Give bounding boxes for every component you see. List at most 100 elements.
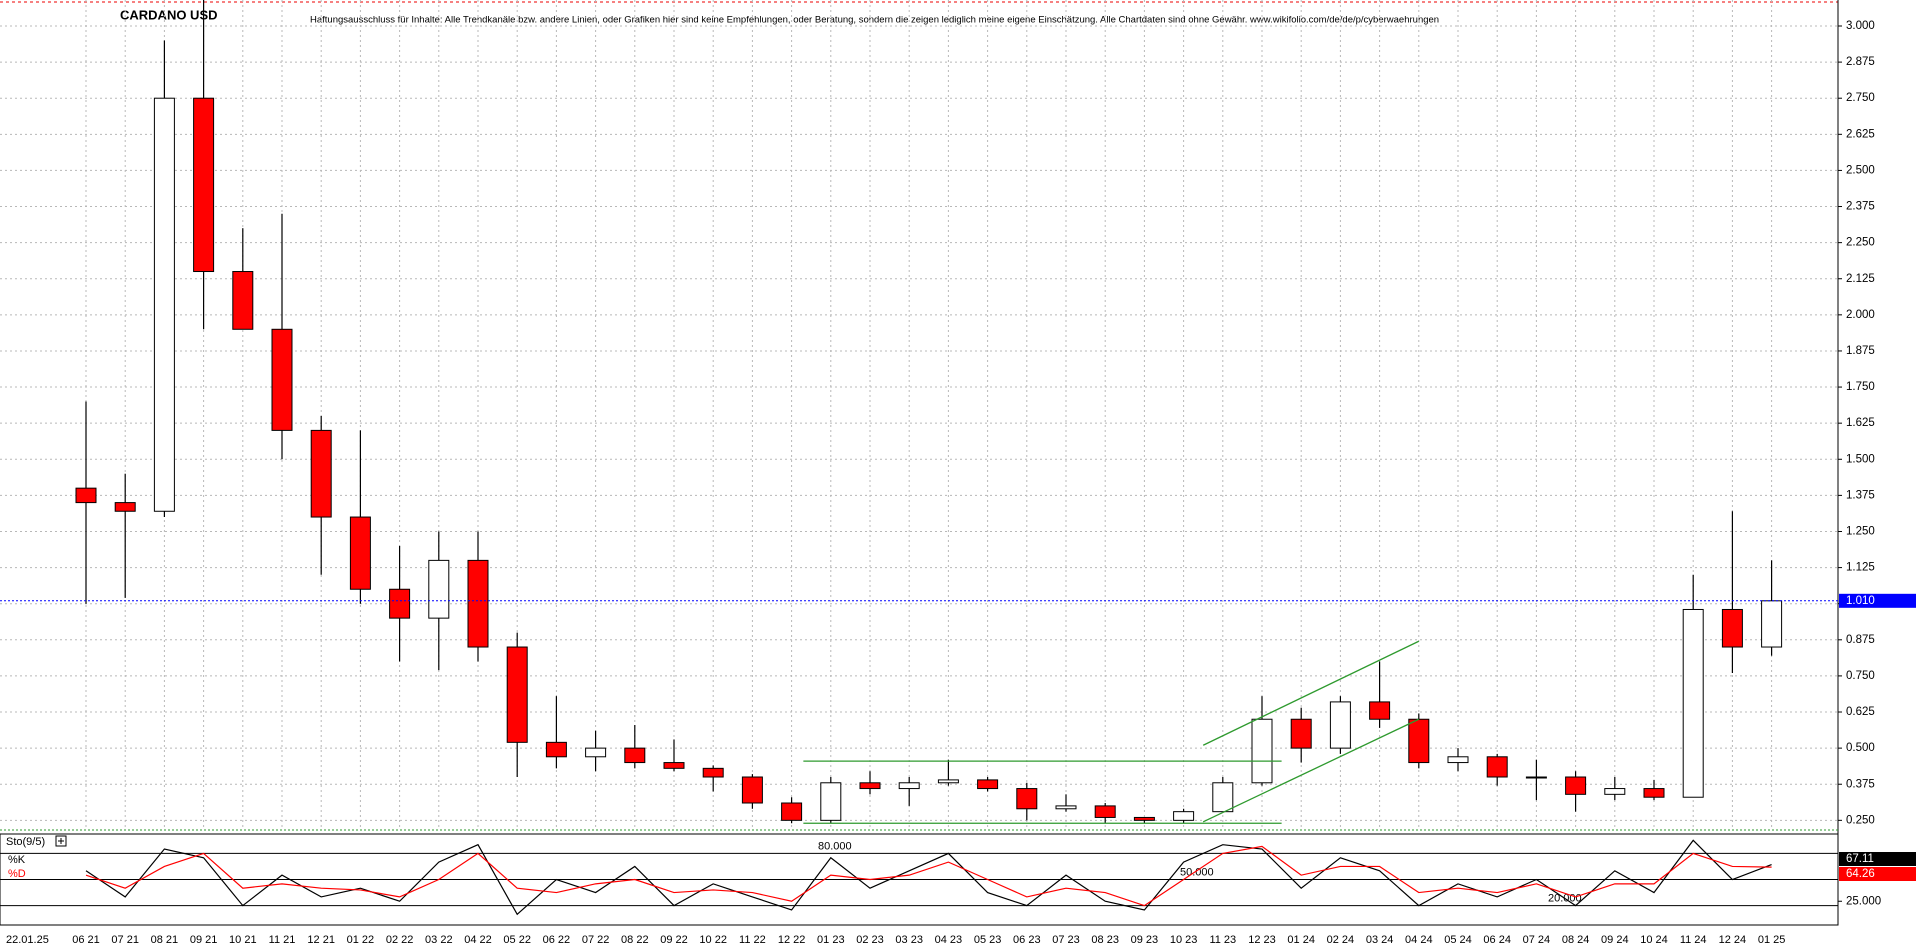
- x-tick-label: 01 24: [1287, 934, 1315, 946]
- candle-body: [1525, 776, 1547, 779]
- indicator-name: Sto(9/5): [6, 836, 45, 848]
- value-label: 64.26: [1846, 868, 1875, 880]
- y-tick-label: 2.375: [1846, 201, 1875, 213]
- candle-body: [1408, 718, 1430, 764]
- last-price-label: 1.010: [1846, 595, 1875, 607]
- candle-body: [193, 97, 215, 273]
- x-tick-label: 08 22: [621, 934, 649, 946]
- trendline: [1202, 640, 1420, 746]
- x-tick-label: 02 22: [386, 934, 414, 946]
- y-tick-label: 1.750: [1846, 381, 1875, 393]
- y-tick-label: 2.125: [1846, 273, 1875, 285]
- candle-body: [153, 97, 175, 512]
- x-tick-label: 11 23: [1209, 934, 1236, 946]
- x-tick-label: 06 22: [543, 934, 571, 946]
- x-tick-label: 07 23: [1052, 934, 1080, 946]
- candle-body: [1369, 701, 1391, 720]
- candle-body: [585, 747, 607, 758]
- candle-body: [1721, 608, 1743, 648]
- candle-body: [232, 271, 254, 330]
- y-tick-label: 0.375: [1846, 778, 1875, 790]
- y-tick-label: 3.000: [1846, 20, 1875, 32]
- x-tick-label: 05 24: [1444, 934, 1472, 946]
- x-tick-label: 03 23: [895, 934, 923, 946]
- x-tick-label: 10 24: [1640, 934, 1668, 946]
- x-tick-label: 01 23: [817, 934, 845, 946]
- x-tick-label: 08 24: [1562, 934, 1590, 946]
- candle-body: [506, 646, 528, 743]
- y-tick-label: 2.750: [1846, 92, 1875, 104]
- y-tick-label: 2.875: [1846, 56, 1875, 68]
- y-tick-label: 2.625: [1846, 128, 1875, 140]
- x-tick-label: 10 23: [1170, 934, 1198, 946]
- candle-body: [349, 516, 371, 590]
- y-tick-label: 1.625: [1846, 417, 1875, 429]
- y-tick-label: 2.250: [1846, 237, 1875, 249]
- candle-body: [898, 782, 920, 790]
- y-tick-label: 1.125: [1846, 562, 1875, 574]
- candle-body: [741, 776, 763, 804]
- x-tick-label: 07 24: [1523, 934, 1551, 946]
- candle-body: [1133, 816, 1155, 821]
- level-label: 80.000: [818, 840, 852, 852]
- candle-body: [1016, 788, 1038, 810]
- x-tick-label: 07 22: [582, 934, 610, 946]
- candle-body: [75, 487, 97, 504]
- candle-body: [1173, 811, 1195, 821]
- y-tick-label: 1.500: [1846, 453, 1875, 465]
- candle-body: [467, 559, 489, 648]
- candle-body: [1094, 805, 1116, 818]
- x-tick-label: 08 23: [1091, 934, 1119, 946]
- candle-body: [1486, 756, 1508, 778]
- x-tick-label: 12 23: [1248, 934, 1276, 946]
- candle-body: [1643, 788, 1665, 798]
- y-tick-label: 1.375: [1846, 489, 1875, 501]
- x-tick-label: 04 22: [464, 934, 492, 946]
- candle-body: [1055, 805, 1077, 810]
- x-tick-label: 05 23: [974, 934, 1002, 946]
- candle-body: [702, 767, 724, 778]
- y-tick-label: 0.750: [1846, 670, 1875, 682]
- candle-body: [1682, 608, 1704, 798]
- candle-body: [1251, 718, 1273, 784]
- last-price-box: [1839, 593, 1916, 608]
- candle-body: [1565, 776, 1587, 795]
- x-tick-label: 04 24: [1405, 934, 1433, 946]
- y-tick-label: 0.500: [1846, 742, 1875, 754]
- x-tick-label: 11 21: [269, 934, 296, 946]
- candle-body: [389, 588, 411, 619]
- y-tick-label: 1.250: [1846, 526, 1875, 538]
- candle-body: [1761, 600, 1783, 648]
- cursor-date: 22.01.25: [6, 934, 49, 946]
- stochastic-line: [85, 845, 1772, 907]
- trendline: [1202, 718, 1420, 823]
- candle-body: [271, 328, 293, 431]
- x-tick-label: 06 21: [72, 934, 100, 946]
- x-tick-label: 06 24: [1483, 934, 1511, 946]
- x-tick-label: 12 21: [307, 934, 335, 946]
- x-tick-label: 01 25: [1758, 934, 1786, 946]
- x-tick-label: 11 24: [1680, 934, 1707, 946]
- value-box: [1839, 852, 1916, 866]
- y-tick-label: 25.000: [1846, 895, 1881, 907]
- candle-body: [663, 762, 685, 769]
- candle-body: [1212, 782, 1234, 813]
- x-tick-label: 05 22: [503, 934, 531, 946]
- x-tick-label: 09 23: [1131, 934, 1159, 946]
- y-tick-label: 0.875: [1846, 634, 1875, 646]
- x-tick-label: 04 23: [935, 934, 963, 946]
- y-tick-label: 0.250: [1846, 814, 1875, 826]
- x-tick-label: 02 24: [1327, 934, 1355, 946]
- y-tick-label: 2.000: [1846, 309, 1875, 321]
- x-tick-label: 12 22: [778, 934, 806, 946]
- x-tick-label: 10 21: [229, 934, 257, 946]
- x-tick-label: 12 24: [1719, 934, 1747, 946]
- candle-body: [1447, 756, 1469, 764]
- y-tick-label: 0.625: [1846, 706, 1875, 718]
- x-tick-label: 09 22: [660, 934, 688, 946]
- x-tick-label: 10 22: [699, 934, 727, 946]
- disclaimer: Haftungsausschluss für Inhalte: Alle Tre…: [310, 15, 1439, 26]
- candle-body: [820, 782, 842, 821]
